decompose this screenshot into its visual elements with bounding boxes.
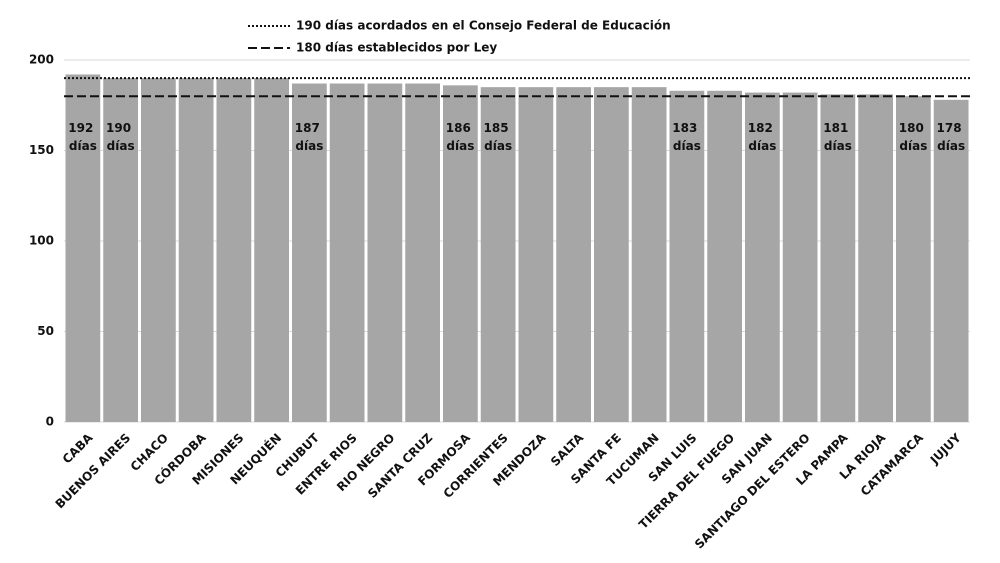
value-label-line: 192 <box>68 121 97 135</box>
legend-label: 190 días acordados en el Consejo Federal… <box>296 19 671 33</box>
value-label-line: 190 <box>106 121 135 135</box>
x-tick-label: SANTA CRUZ <box>365 430 435 500</box>
bar <box>443 85 478 422</box>
value-label-line: 186 <box>446 121 475 135</box>
bar <box>65 74 101 422</box>
value-label-line: 182 <box>748 121 777 135</box>
y-tick-label: 150 <box>29 143 54 157</box>
bar <box>480 87 516 423</box>
value-label: 186 días <box>446 121 475 153</box>
bar <box>782 92 818 422</box>
bar <box>556 87 591 423</box>
value-label-line: días <box>69 139 97 153</box>
bar <box>707 90 742 423</box>
value-label: 190 días <box>106 121 135 153</box>
value-label: 178 días <box>937 121 966 153</box>
bar <box>518 87 554 423</box>
value-label-line: días <box>295 139 323 153</box>
bar <box>820 94 856 422</box>
bar <box>669 90 705 423</box>
bar <box>141 78 176 422</box>
bar <box>858 94 893 422</box>
value-label-line: días <box>824 139 852 153</box>
value-label-line: 180 <box>899 121 928 135</box>
value-label-line: días <box>484 139 512 153</box>
legend-label: 180 días establecidos por Ley <box>296 41 497 55</box>
value-label-line: días <box>937 139 965 153</box>
value-label-line: 181 <box>823 121 852 135</box>
bar <box>178 78 214 422</box>
value-label-line: 183 <box>672 121 701 135</box>
y-tick-label: 100 <box>29 234 54 248</box>
value-label-line: días <box>446 139 474 153</box>
value-label: 187 días <box>295 121 324 153</box>
value-label-line: días <box>748 139 776 153</box>
bar <box>329 83 365 422</box>
bar <box>405 83 440 422</box>
value-label-line: días <box>673 139 701 153</box>
bar <box>292 83 327 422</box>
value-label: 185 días <box>484 121 513 153</box>
x-tick-label: JUJUY <box>927 430 964 467</box>
value-label: 183 días <box>672 121 701 153</box>
value-label-line: días <box>899 139 927 153</box>
value-label: 181 días <box>823 121 852 153</box>
y-tick-label: 50 <box>37 324 54 338</box>
bar <box>631 87 667 423</box>
value-label-line: 187 <box>295 121 324 135</box>
y-tick-label: 0 <box>46 415 54 429</box>
value-label-line: 185 <box>484 121 513 135</box>
bar <box>216 78 252 422</box>
value-label: 182 días <box>748 121 777 153</box>
x-tick-label: CABA <box>60 430 96 466</box>
bar <box>103 78 138 422</box>
bar <box>745 92 780 422</box>
value-label-line: 178 <box>937 121 966 135</box>
bar <box>896 96 931 422</box>
x-tick-label: CORRIENTES <box>441 431 511 501</box>
bar <box>594 87 629 423</box>
bar <box>367 83 403 422</box>
bar <box>933 99 969 422</box>
value-label: 192 días <box>68 121 97 153</box>
bar <box>254 78 289 422</box>
y-tick-label: 200 <box>29 53 54 67</box>
value-label-line: días <box>107 139 135 153</box>
value-label: 180 días <box>899 121 928 153</box>
